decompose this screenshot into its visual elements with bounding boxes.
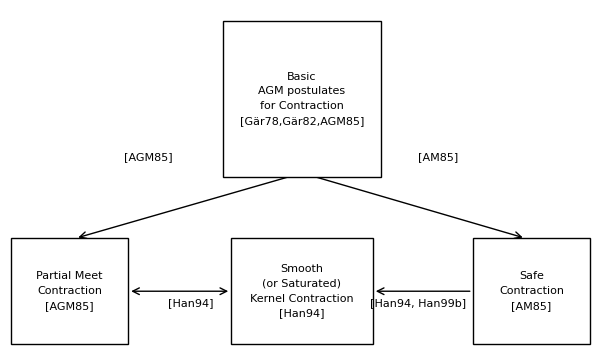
Bar <box>11 238 128 344</box>
Bar <box>472 238 591 344</box>
Text: [Han94]: [Han94] <box>167 299 213 309</box>
Text: Basic
AGM postulates
for Contraction
[Gär78,Gär82,AGM85]: Basic AGM postulates for Contraction [Gä… <box>240 72 364 126</box>
Bar <box>223 21 381 176</box>
Text: [AGM85]: [AGM85] <box>124 152 172 162</box>
Text: [AM85]: [AM85] <box>418 152 458 162</box>
Text: [Han94, Han99b]: [Han94, Han99b] <box>370 299 466 309</box>
Text: Smooth
(or Saturated)
Kernel Contraction
[Han94]: Smooth (or Saturated) Kernel Contraction… <box>250 264 354 318</box>
Text: Partial Meet
Contraction
[AGM85]: Partial Meet Contraction [AGM85] <box>36 271 103 311</box>
Text: Safe
Contraction
[AM85]: Safe Contraction [AM85] <box>499 271 564 311</box>
Bar <box>231 238 373 344</box>
